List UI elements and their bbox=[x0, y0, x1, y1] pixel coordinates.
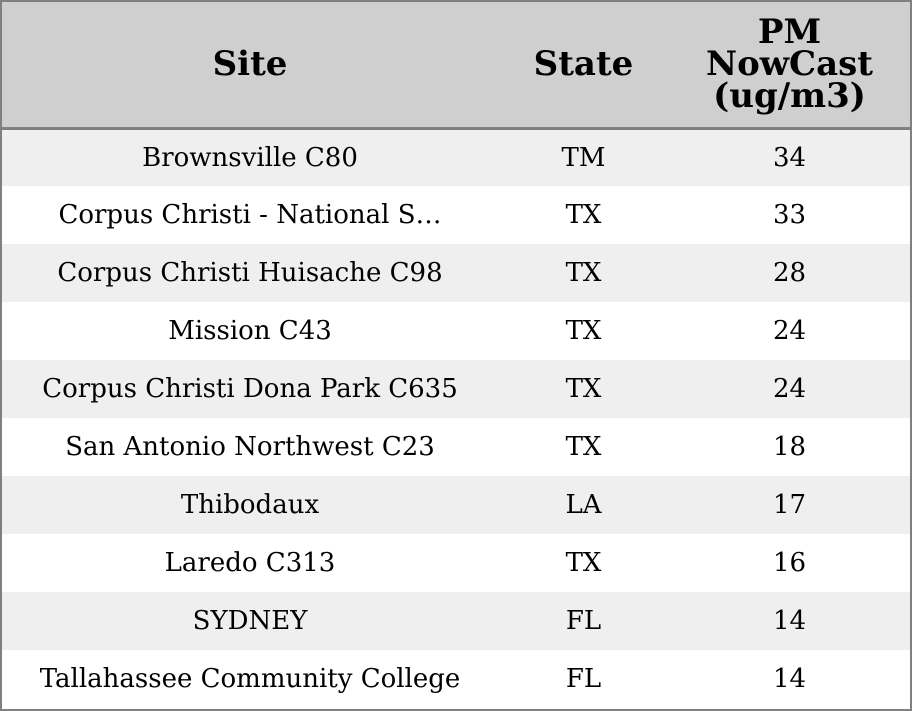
table-row: Corpus Christi - National S… TX 33 bbox=[2, 186, 910, 244]
cell-site: Mission C43 bbox=[168, 316, 332, 346]
cell-pm: 17 bbox=[772, 490, 807, 520]
cell-state: TX bbox=[565, 432, 602, 462]
table-body: Brownsville C80 TM 34 Corpus Christi - Nati… bbox=[2, 128, 910, 708]
cell-site: SYDNEY bbox=[192, 606, 308, 636]
cell-site: Corpus Christi Huisache C98 bbox=[57, 258, 443, 288]
cell-site: Corpus Christi Dona Park C635 bbox=[42, 374, 458, 404]
cell-pm: 24 bbox=[772, 374, 807, 404]
header-state: State bbox=[498, 2, 669, 130]
cell-state: FL bbox=[565, 664, 602, 694]
cell-pm: 28 bbox=[772, 258, 807, 288]
cell-state: TX bbox=[565, 374, 602, 404]
cell-pm: 24 bbox=[772, 316, 807, 346]
cell-site: Laredo C313 bbox=[164, 548, 336, 578]
cell-site: Corpus Christi - National S… bbox=[58, 200, 442, 230]
cell-pm: 16 bbox=[772, 548, 807, 578]
cell-state: TX bbox=[565, 200, 602, 230]
cell-site: Tallahassee Community College bbox=[39, 664, 461, 694]
table-row: Mission C43 TX 24 bbox=[2, 302, 910, 360]
table-row: Corpus Christi Huisache C98 TX 28 bbox=[2, 244, 910, 302]
cell-site: Thibodaux bbox=[180, 490, 320, 520]
cell-pm: 18 bbox=[772, 432, 807, 462]
table-row: Tallahassee Community College FL 14 bbox=[2, 650, 910, 708]
cell-pm: 33 bbox=[772, 200, 807, 230]
header-pm-line-3: (ug/m3) bbox=[713, 76, 866, 117]
cell-state: TX bbox=[565, 548, 602, 578]
table-row: Brownsville C80 TM 34 bbox=[2, 128, 910, 186]
cell-pm: 14 bbox=[772, 664, 807, 694]
table-row: Corpus Christi Dona Park C635 TX 24 bbox=[2, 360, 910, 418]
header-pm-line-1: PM bbox=[757, 12, 822, 53]
cell-state: LA bbox=[565, 490, 602, 520]
header-site: Site bbox=[2, 2, 498, 130]
header-site-line: Site bbox=[212, 44, 288, 85]
header-state-line: State bbox=[533, 44, 634, 85]
table-row: Thibodaux LA 17 bbox=[2, 476, 910, 534]
cell-state: FL bbox=[565, 606, 602, 636]
cell-state: TM bbox=[561, 142, 606, 173]
cell-pm: 34 bbox=[772, 142, 807, 173]
header-pm: PM NowCast (ug/m3) bbox=[669, 2, 910, 130]
header-row: Site State PM NowCast (ug/m3) bbox=[2, 2, 910, 130]
cell-state: TX bbox=[565, 316, 602, 346]
cell-site: San Antonio Northwest C23 bbox=[65, 432, 435, 462]
table-row: San Antonio Northwest C23 TX 18 bbox=[2, 418, 910, 476]
cell-site: Brownsville C80 bbox=[142, 142, 358, 173]
header-pm-line-2: NowCast bbox=[706, 44, 873, 85]
table-row: Laredo C313 TX 16 bbox=[2, 534, 910, 592]
cell-state: TX bbox=[565, 258, 602, 288]
table-header: Site State PM NowCast (ug/m3) bbox=[2, 2, 910, 130]
cell-pm: 14 bbox=[772, 606, 807, 636]
table-row: SYDNEY FL 14 bbox=[2, 592, 910, 650]
